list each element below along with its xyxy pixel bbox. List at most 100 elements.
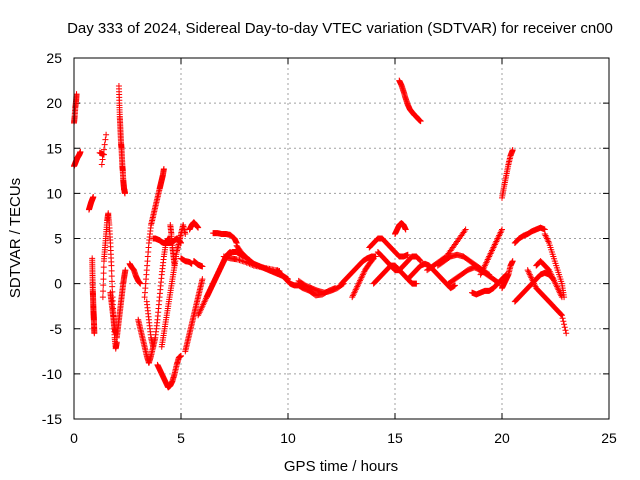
series-s12 (135, 316, 157, 367)
series-s14 (143, 235, 174, 350)
series-s42 (477, 226, 505, 278)
x-tick-label: 5 (177, 430, 185, 446)
data-point (247, 261, 254, 268)
x-tick-label: 10 (280, 430, 296, 446)
data-point (242, 258, 249, 265)
data-point (160, 166, 167, 173)
plot-frame (73, 57, 610, 420)
y-tick-label: 25 (46, 50, 62, 66)
data-point (108, 262, 115, 269)
series-s45 (511, 224, 548, 247)
data-point (561, 321, 568, 328)
x-axis-label: GPS time / hours (284, 458, 398, 475)
data-point (560, 318, 567, 325)
data-point (369, 256, 376, 263)
series-s49 (541, 230, 568, 301)
data-point (227, 249, 234, 256)
data-point (99, 294, 106, 301)
series-s02 (71, 91, 80, 126)
series-s25 (210, 230, 240, 247)
data-point (109, 283, 116, 290)
data-point (246, 260, 253, 267)
data-point (100, 264, 107, 271)
series-s17 (158, 221, 189, 350)
series-s09 (113, 267, 129, 341)
series-s44 (499, 258, 516, 292)
data-point (108, 278, 115, 285)
series-s11 (126, 260, 144, 287)
y-tick-label: -5 (50, 321, 63, 337)
data-point (558, 312, 565, 319)
data-point (451, 282, 458, 289)
data-point (243, 259, 250, 266)
series-s10 (115, 82, 128, 197)
series-s48 (533, 258, 565, 301)
data-point (462, 226, 469, 233)
data-point (182, 230, 189, 237)
series-s01 (71, 148, 84, 170)
series-s13 (141, 166, 167, 301)
series-s35 (392, 220, 409, 237)
data-point (121, 190, 128, 197)
data-point (416, 257, 423, 264)
series-s21 (186, 219, 202, 233)
data-point (563, 330, 570, 337)
chart-title: Day 333 of 2024, Sidereal Day-to-day VTE… (67, 20, 613, 37)
data-point (561, 294, 568, 301)
data-point (559, 315, 566, 322)
data-point (100, 288, 107, 295)
series-s04 (89, 255, 98, 337)
data-point (249, 261, 256, 268)
data-point (178, 352, 184, 359)
data-point (561, 324, 568, 331)
series-s43 (499, 147, 516, 201)
series-s05 (96, 149, 107, 158)
data-point (90, 193, 97, 200)
data-point (100, 282, 107, 289)
series-s47 (524, 267, 570, 337)
data-point (99, 156, 106, 163)
data-point (417, 118, 424, 125)
data-point (122, 267, 129, 274)
x-tick-label: 25 (601, 430, 617, 446)
x-tick-label: 15 (387, 430, 403, 446)
series-s03 (85, 193, 97, 213)
data-point (413, 280, 420, 287)
series-s16 (154, 352, 184, 391)
data-point (100, 146, 107, 153)
data-point (100, 151, 107, 158)
y-tick-labels: -15 -10 -5 0 5 10 15 20 25 (42, 50, 62, 427)
data-point (509, 258, 516, 265)
data-point (509, 147, 516, 154)
series-s36 (396, 77, 424, 125)
data-point (171, 262, 178, 269)
y-axis-label: SDTVAR / TECUs (7, 178, 24, 298)
data-point (108, 273, 115, 280)
data-point (370, 255, 377, 262)
series-s20 (182, 276, 206, 355)
data-point (499, 226, 505, 233)
series-s22 (190, 258, 206, 270)
data-point (77, 148, 84, 155)
series-s38 (424, 226, 469, 274)
data-point (558, 311, 565, 318)
series-s29 (295, 277, 347, 296)
data-point (562, 327, 569, 334)
x-tick-label: 0 (70, 430, 78, 446)
data-point (102, 136, 109, 143)
x-tick-labels: 0 5 10 15 20 25 (70, 430, 617, 446)
x-tick-label: 20 (494, 430, 510, 446)
y-tick-label: -10 (42, 366, 62, 382)
data-point (73, 91, 80, 98)
data-point (199, 276, 206, 283)
data-point (199, 263, 206, 270)
y-tick-label: 20 (46, 95, 62, 111)
series-s34 (374, 249, 424, 274)
y-tick-label: 0 (54, 276, 62, 292)
series-s18 (167, 221, 178, 269)
series-s06 (98, 131, 110, 168)
data-points (71, 77, 570, 391)
data-point (98, 161, 105, 168)
data-point (103, 131, 110, 138)
